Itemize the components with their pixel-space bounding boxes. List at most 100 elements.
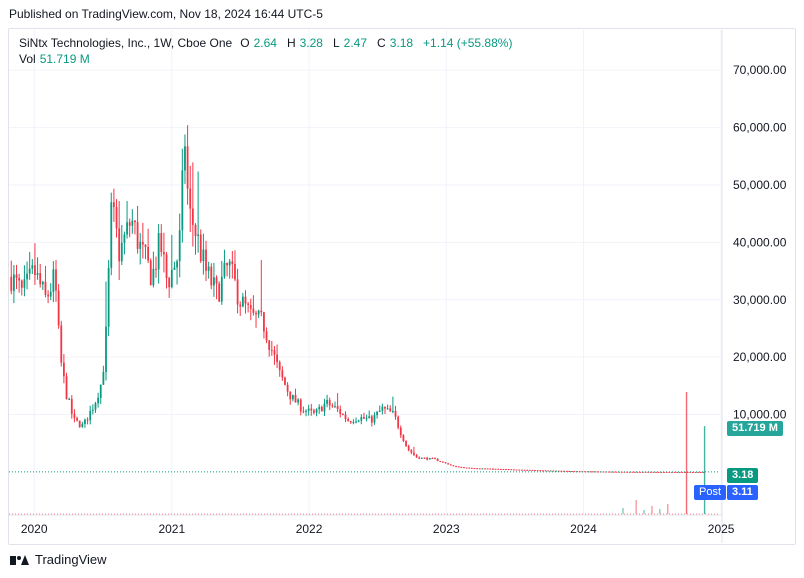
candle-body-down: [531, 469, 534, 471]
candle-body-down: [520, 469, 523, 471]
candle-body-down: [570, 471, 573, 473]
candle-body-down: [534, 470, 536, 472]
candle-body-down: [560, 470, 563, 472]
candle-body-down: [399, 427, 402, 436]
candle-body-down: [210, 266, 213, 286]
candle-body-down: [20, 280, 23, 288]
candle-body-down: [199, 234, 202, 262]
candle-body-up: [157, 233, 160, 270]
candle-body-up: [97, 397, 100, 404]
y-tick-label: 40,000.00: [733, 235, 787, 249]
candle-body-down: [15, 274, 18, 278]
candle-body-down: [294, 394, 297, 403]
candle-body-down: [505, 469, 507, 471]
candle-body-down: [160, 233, 163, 253]
candle-body-up: [376, 411, 378, 416]
candle-body-down: [499, 468, 502, 470]
candle-body-down: [347, 419, 350, 422]
candle-body-down: [402, 435, 405, 441]
candle-body-down: [273, 350, 276, 355]
candle-body-up: [420, 457, 423, 459]
candle-body-down: [476, 468, 479, 470]
candle-body-down: [615, 471, 618, 473]
candle-body-down: [552, 470, 555, 472]
candle-body-up: [139, 241, 142, 249]
candle-body-down: [397, 416, 400, 428]
candle-body-up: [220, 276, 223, 302]
chart-panel[interactable]: [8, 28, 796, 545]
close-value: 3.18: [389, 36, 414, 50]
candle-body-down: [168, 278, 171, 288]
candle-body-down: [244, 296, 247, 304]
candle-body-up: [291, 394, 294, 400]
candle-body-down: [218, 283, 221, 302]
candle-body-down: [484, 468, 486, 470]
candle-body-down: [528, 469, 531, 471]
candle-body-down: [265, 331, 268, 341]
volume-bar: [659, 509, 661, 514]
candle-body-down: [284, 377, 286, 385]
x-tick-label: 2023: [433, 522, 460, 536]
candle-body-down: [628, 471, 631, 473]
candle-body-down: [515, 469, 518, 471]
candle-body-down: [231, 261, 234, 265]
candle-body-down: [260, 310, 263, 313]
candle-body-down: [589, 471, 592, 473]
candle-body-down: [339, 408, 342, 415]
candle-body-down: [434, 458, 436, 460]
candle-body-up: [257, 310, 260, 315]
candle-body-up: [213, 277, 215, 286]
candle-body-down: [634, 471, 636, 473]
candle-body-down: [573, 471, 576, 473]
candle-body-down: [423, 457, 426, 459]
candle-body-down: [673, 471, 676, 473]
candle-body-down: [497, 468, 500, 470]
candle-body-down: [247, 303, 250, 305]
candle-body-down: [147, 246, 150, 261]
symbol-title[interactable]: SiNtx Technologies, Inc., 1W, Cboe One: [19, 36, 233, 50]
candle-body-down: [86, 419, 89, 421]
candle-body-down: [313, 410, 315, 413]
candle-body-up: [173, 267, 176, 270]
volume-spike: [685, 392, 688, 514]
candle-body-up: [197, 234, 200, 237]
chart-legend: SiNtx Technologies, Inc., 1W, Cboe One O…: [19, 35, 518, 67]
candle-body-down: [586, 471, 589, 473]
footer-brand[interactable]: TradingView: [10, 552, 107, 567]
candle-body-down: [457, 466, 460, 468]
candle-body-down: [205, 249, 207, 271]
volume-row: Vol 51.719 M: [19, 51, 518, 67]
candle-body-down: [418, 457, 421, 459]
candle-body-down: [494, 468, 497, 470]
candle-body-up: [326, 400, 328, 404]
candle-body-down: [215, 277, 218, 284]
volume-bar: [643, 510, 645, 514]
candle-body-down: [268, 340, 271, 350]
candle-body-up: [323, 403, 326, 412]
candle-body-down: [565, 470, 568, 472]
candle-body-down: [331, 405, 334, 407]
candle-body-up: [105, 326, 107, 372]
candle-body-up: [36, 273, 39, 275]
y-tick-label: 10,000.00: [733, 408, 787, 422]
candle-body-down: [189, 188, 192, 209]
y-tick-label: 30,000.00: [733, 293, 787, 307]
candle-body-down: [697, 471, 700, 473]
candle-body-up: [378, 410, 381, 412]
candle-body-down: [73, 413, 76, 418]
volume-value: 51.719 M: [39, 52, 90, 66]
candle-body-up: [12, 274, 15, 291]
chart-grid: [9, 30, 723, 543]
candle-body-down: [542, 470, 544, 472]
candle-body-down: [470, 467, 473, 469]
candle-body-down: [594, 471, 597, 473]
candle-body-up: [102, 371, 105, 385]
candle-body-up: [84, 419, 86, 424]
candle-body-down: [415, 454, 418, 458]
candle-body-down: [502, 468, 505, 470]
x-tick-label: 2022: [296, 522, 323, 536]
y-tick-label: 50,000.00: [733, 178, 787, 192]
candle-body-down: [299, 399, 302, 412]
candle-body-down: [486, 468, 489, 470]
